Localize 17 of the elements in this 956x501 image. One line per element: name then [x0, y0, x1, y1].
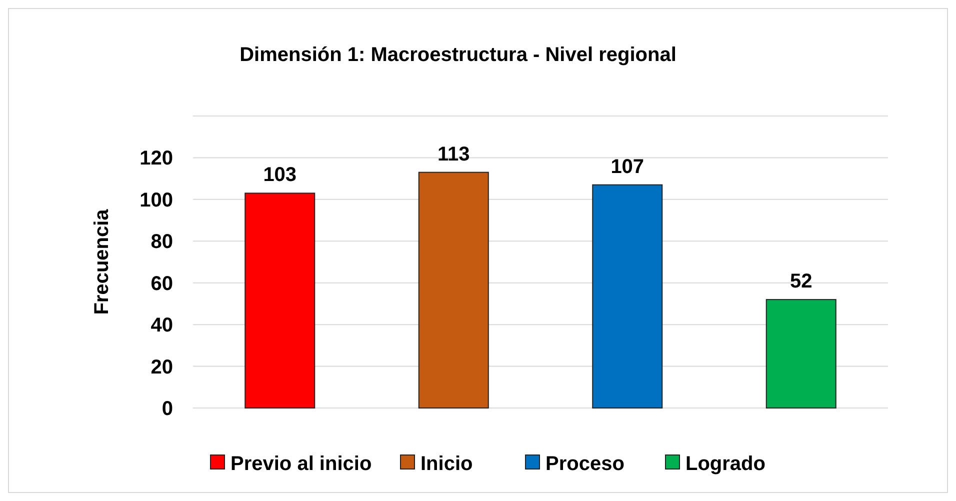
y-tick-label: 100	[140, 189, 173, 212]
y-tick-label: 120	[140, 148, 173, 170]
data-label: 103	[263, 164, 297, 186]
data-label: 52	[790, 270, 812, 293]
y-axis-title: Frecuencia	[91, 208, 113, 315]
y-tick-label: 40	[150, 314, 173, 337]
legend-label: Proceso	[546, 453, 624, 475]
legend-label: Logrado	[686, 453, 766, 475]
data-label: 107	[610, 156, 644, 178]
legend-label: Previo al inicio	[230, 453, 372, 475]
y-tick-label: 20	[150, 356, 173, 378]
chart-title: Dimensión 1: Macroestructura - Nivel regional	[240, 44, 676, 66]
y-tick-label: 60	[150, 272, 173, 295]
y-tick-label: 0	[162, 398, 173, 420]
data-label: 113	[437, 143, 470, 166]
legend-label: Inicio	[420, 453, 473, 475]
y-tick-label: 80	[150, 231, 173, 254]
